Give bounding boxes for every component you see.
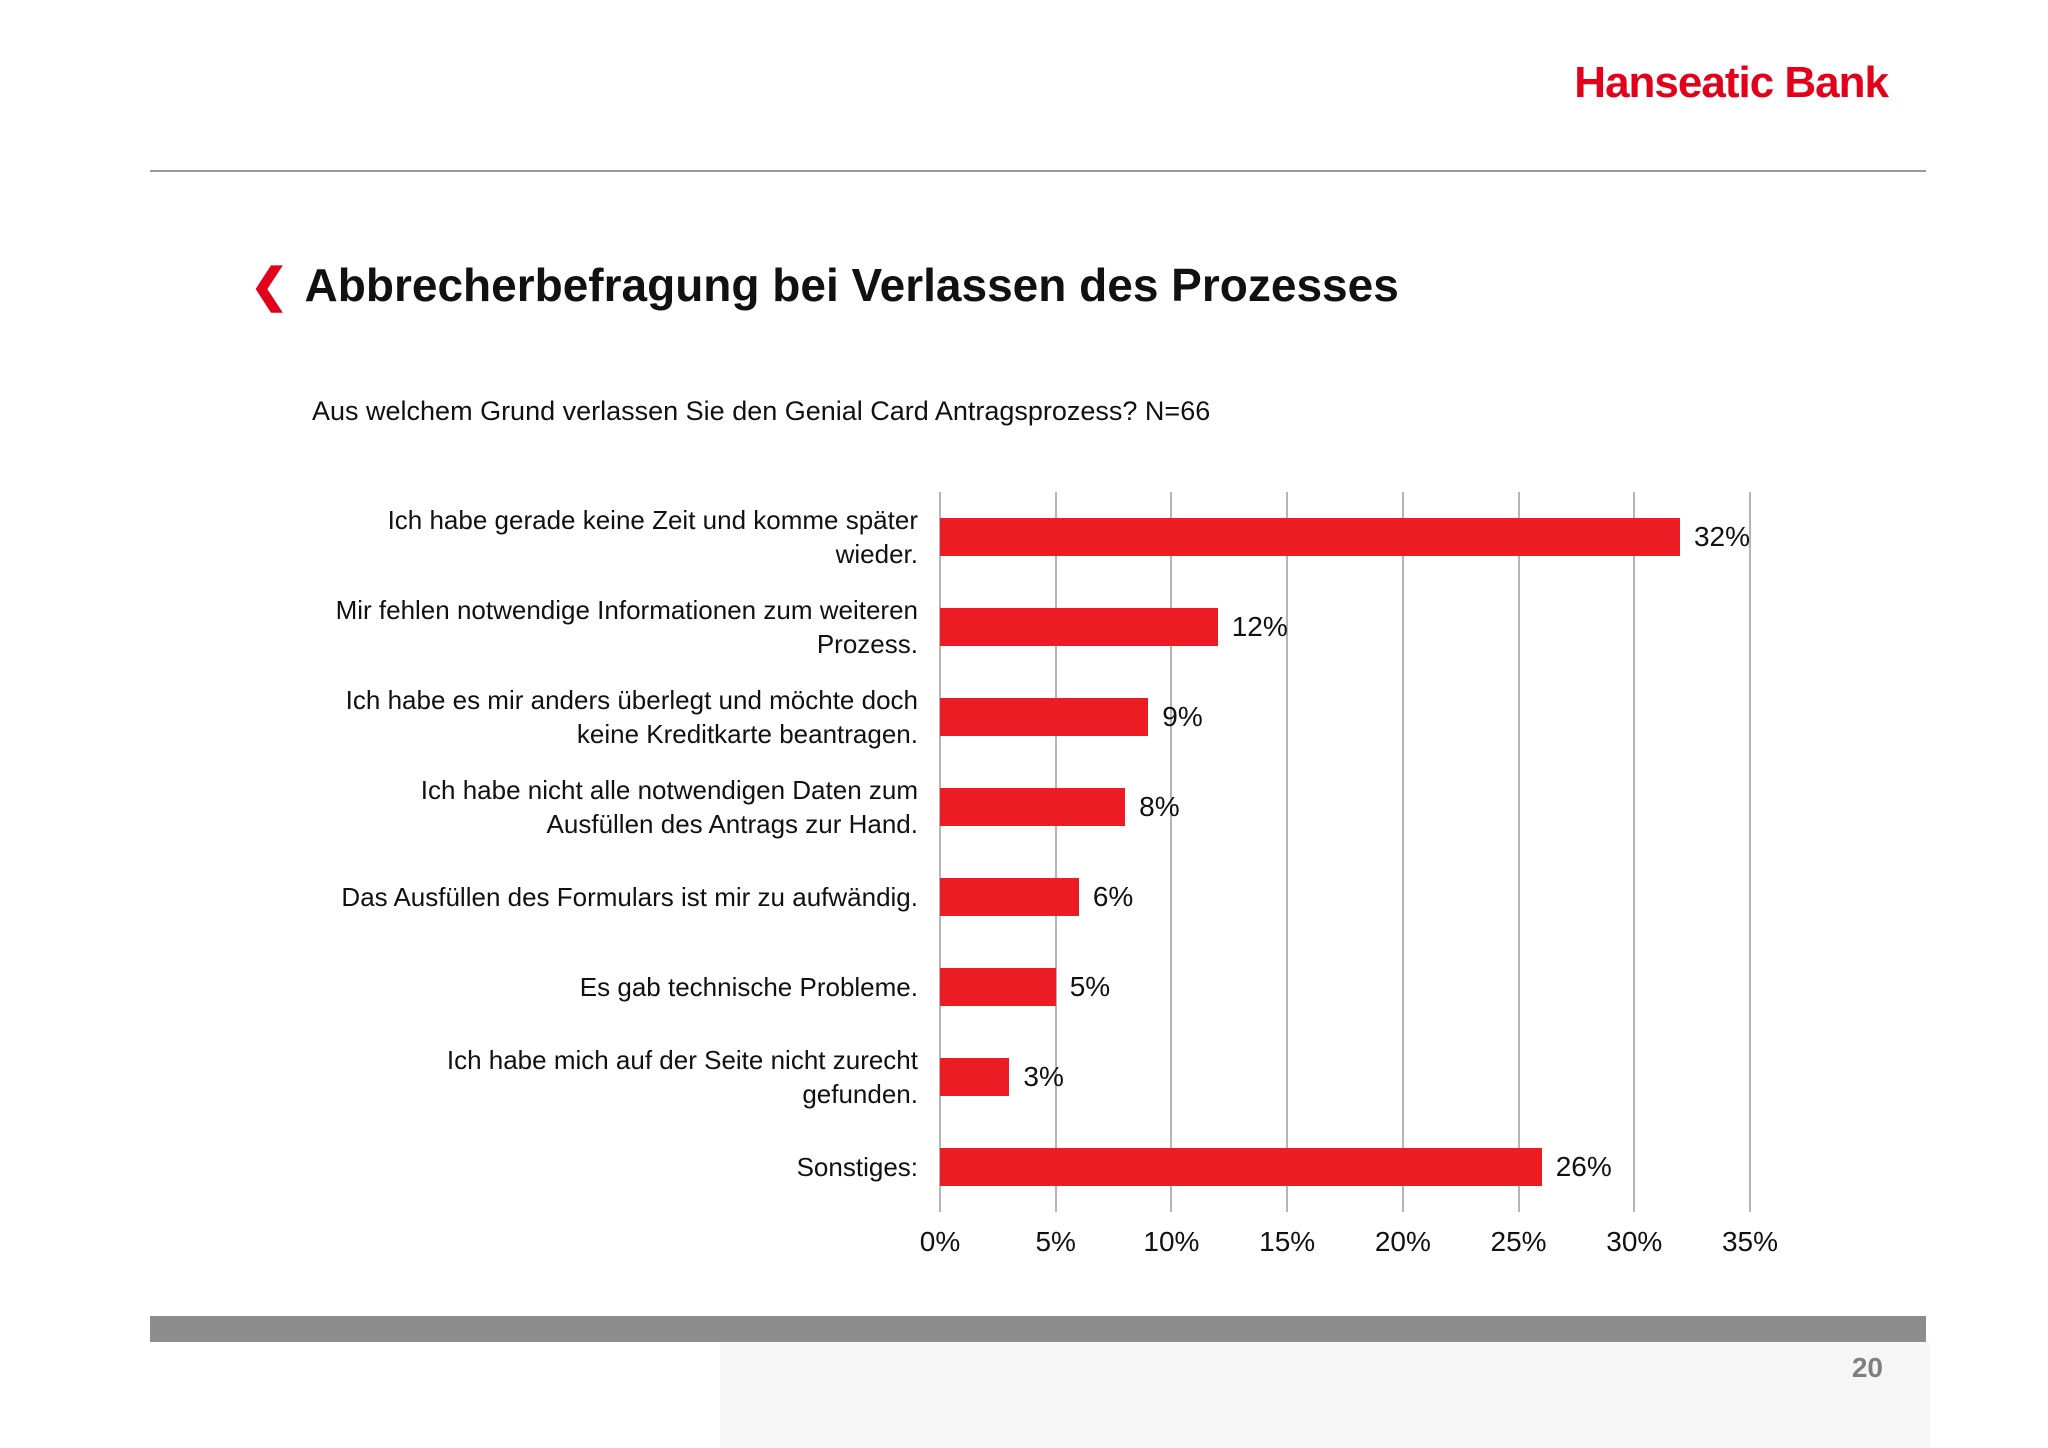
gridline bbox=[1749, 492, 1751, 1212]
bar-track: 9% bbox=[940, 672, 1750, 762]
x-axis-tick: 35% bbox=[1721, 1226, 1779, 1257]
chart-row: Ich habe es mir anders überlegt und möch… bbox=[335, 672, 1775, 762]
bar bbox=[940, 518, 1680, 556]
category-label: Ich habe es mir anders überlegt und möch… bbox=[345, 685, 918, 749]
chart-row: Es gab technische Probleme. 5% bbox=[335, 942, 1775, 1032]
category-label: Ich habe mich auf der Seite nicht zurech… bbox=[446, 1045, 918, 1109]
chart-row: Mir fehlen notwendige Informationen zum … bbox=[335, 582, 1775, 672]
bar-chart: Ich habe gerade keine Zeit und komme spä… bbox=[335, 492, 1778, 1270]
bar-track: 8% bbox=[940, 762, 1750, 852]
chart-row: Ich habe gerade keine Zeit und komme spä… bbox=[335, 492, 1775, 582]
bar-value-label: 5% bbox=[1069, 971, 1111, 1002]
category-label: Mir fehlen notwendige Informationen zum … bbox=[335, 595, 918, 659]
bar-track: 6% bbox=[940, 852, 1750, 942]
category-label: Ich habe nicht alle notwendigen Daten zu… bbox=[420, 775, 918, 839]
bar bbox=[940, 878, 1079, 916]
bar-value-label: 3% bbox=[1023, 1061, 1064, 1092]
x-axis-tick: 10% bbox=[1143, 1226, 1200, 1257]
bar bbox=[940, 1058, 1010, 1096]
chart-row: Ich habe nicht alle notwendigen Daten zu… bbox=[335, 762, 1775, 852]
gridline bbox=[1170, 492, 1173, 1212]
bar-track: 12% bbox=[940, 582, 1750, 672]
slide-title-text: Abbrecherbefragung bei Verlassen des Pro… bbox=[304, 259, 1399, 311]
bar-track: 3% bbox=[940, 1032, 1750, 1122]
chevron-left-icon: ❮ bbox=[250, 259, 289, 311]
chart-row: Sonstiges: 26% bbox=[335, 1122, 1775, 1212]
category-label: Sonstiges: bbox=[796, 1152, 918, 1182]
bar bbox=[940, 968, 1056, 1006]
bar bbox=[940, 788, 1126, 826]
plot-gridlines bbox=[939, 492, 1751, 1212]
gridline bbox=[1401, 492, 1404, 1212]
bar bbox=[940, 1148, 1542, 1186]
x-axis: 0% 5% 10% 15% 20% 25% 30% 35% bbox=[920, 1226, 1778, 1270]
footer-bar bbox=[150, 1316, 1926, 1342]
bar-track: 5% bbox=[940, 942, 1750, 1032]
x-axis-tick: 30% bbox=[1606, 1226, 1663, 1257]
x-axis-tick: 0% bbox=[919, 1226, 961, 1257]
x-axis-tick: 5% bbox=[1035, 1226, 1076, 1257]
gridline bbox=[1517, 492, 1520, 1212]
hanseatic-bank-logo: Hanseatic Bank bbox=[1574, 58, 1889, 107]
gridline bbox=[1633, 492, 1636, 1212]
chart-rows: Ich habe gerade keine Zeit und komme spä… bbox=[335, 492, 1775, 1212]
bar-value-label: 6% bbox=[1092, 881, 1134, 912]
gridline bbox=[1054, 492, 1057, 1212]
bar-value-label: 9% bbox=[1162, 701, 1203, 732]
x-axis-tick: 15% bbox=[1259, 1226, 1316, 1257]
bar-value-label: 12% bbox=[1231, 611, 1288, 642]
chart-row: Ich habe mich auf der Seite nicht zurech… bbox=[335, 1032, 1775, 1122]
bar-value-label: 26% bbox=[1555, 1151, 1612, 1182]
gridline bbox=[1286, 492, 1289, 1212]
page-number: 20 bbox=[1851, 1352, 1883, 1383]
bar bbox=[940, 608, 1218, 646]
x-axis-tick: 20% bbox=[1374, 1226, 1431, 1257]
gridline bbox=[939, 492, 941, 1212]
chart-question-subtitle: Aus welchem Grund verlassen Sie den Geni… bbox=[312, 396, 1211, 426]
bar-track: 32% bbox=[940, 492, 1750, 582]
category-label: Es gab technische Probleme. bbox=[579, 972, 918, 1002]
bar bbox=[940, 698, 1149, 736]
bar-track: 26% bbox=[940, 1122, 1750, 1212]
header-divider bbox=[150, 170, 1926, 172]
x-axis-tick: 25% bbox=[1490, 1226, 1547, 1257]
category-label: Das Ausfüllen des Formulars ist mir zu a… bbox=[341, 882, 918, 912]
bar-value-label: 32% bbox=[1693, 521, 1750, 552]
category-label: Ich habe gerade keine Zeit und komme spä… bbox=[387, 505, 918, 569]
slide-title: ❮ Abbrecherbefragung bei Verlassen des P… bbox=[250, 258, 1399, 312]
bottom-shade bbox=[720, 1342, 1930, 1448]
bar-value-label: 8% bbox=[1139, 791, 1180, 822]
chart-row: Das Ausfüllen des Formulars ist mir zu a… bbox=[335, 852, 1775, 942]
